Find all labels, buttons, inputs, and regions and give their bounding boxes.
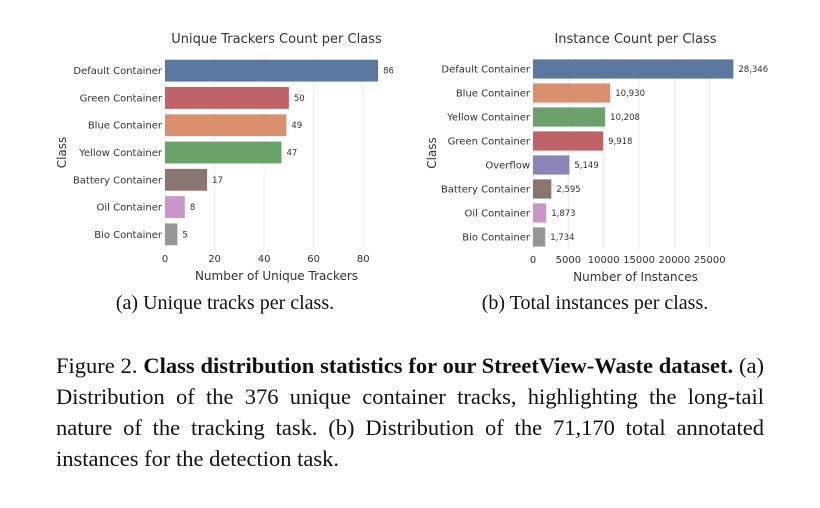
chart-a-bar-4 [165, 168, 208, 191]
chart-b-value-label-7: 1,734 [550, 233, 574, 243]
chart-a-ylabel: Class [55, 137, 69, 169]
chart-a-category-label-6: Bio Container [94, 230, 163, 241]
chart-a-value-label-2: 49 [291, 121, 302, 131]
chart-b-bar-6 [533, 203, 547, 223]
figure-caption: Figure 2. Class distribution statistics … [56, 350, 764, 474]
chart-b-category-label-4: Overflow [485, 161, 530, 172]
chart-a-value-label-3: 47 [286, 149, 297, 159]
chart-a-value-label-1: 50 [294, 94, 305, 104]
chart-a-xlabel: Number of Unique Trackers [195, 269, 358, 283]
chart-instance-count: Instance Count per Class Default Containe… [425, 32, 768, 284]
chart-a-xtick-label-1: 20 [208, 254, 221, 265]
chart-b-title: Instance Count per Class [554, 32, 716, 47]
chart-a-bar-2 [165, 114, 287, 137]
chart-b-value-label-2: 10,208 [610, 113, 640, 123]
chart-b-xtick-label-4: 20000 [658, 255, 690, 266]
chart-b-bar-2 [533, 107, 606, 127]
chart-a-category-label-2: Blue Container [88, 121, 163, 132]
chart-b-bar-1 [533, 83, 611, 103]
chart-a-bar-5 [165, 196, 185, 218]
chart-b-category-label-6: Oil Container [465, 209, 531, 220]
chart-a-category-label-1: Green Container [80, 93, 163, 104]
chart-a-category-label-3: Yellow Container [78, 148, 163, 159]
chart-b-category-label-3: Green Container [448, 137, 531, 148]
chart-b-xtick-label-5: 25000 [694, 255, 726, 266]
chart-b-bar-7 [533, 227, 546, 247]
chart-a-xtick-label-4: 80 [357, 254, 370, 265]
chart-b-value-label-5: 2,595 [556, 185, 580, 195]
chart-a-category-label-5: Oil Container [97, 203, 163, 214]
chart-b-bar-3 [533, 131, 604, 151]
chart-b-value-label-4: 5,149 [574, 161, 598, 171]
chart-b-category-label-5: Battery Container [441, 185, 531, 196]
chart-a-value-label-5: 8 [190, 203, 195, 213]
chart-a-value-label-6: 5 [182, 230, 187, 240]
chart-b-xlabel: Number of Instances [573, 270, 698, 284]
chart-b-xtick-label-1: 5000 [556, 255, 581, 266]
chart-b-value-label-1: 10,930 [615, 89, 645, 99]
figure-caption-bold: Class distribution statistics for our St… [143, 353, 734, 378]
chart-b-xtick-label-2: 10000 [588, 255, 620, 266]
chart-b-category-label-7: Bio Container [462, 233, 531, 244]
chart-b-category-label-2: Yellow Container [446, 113, 531, 124]
chart-b-value-label-3: 9,918 [608, 137, 632, 147]
chart-b-ylabel: Class [425, 137, 439, 169]
chart-a-category-label-0: Default Container [73, 66, 162, 77]
chart-b-xtick-label-3: 15000 [623, 255, 655, 266]
chart-a-xtick-label-2: 40 [258, 254, 271, 265]
chart-b-category-label-1: Blue Container [456, 89, 531, 100]
chart-b-value-label-0: 28,346 [738, 65, 768, 75]
chart-b-bar-5 [533, 179, 552, 199]
chart-a-bar-3 [165, 141, 282, 164]
chart-a-xtick-label-3: 60 [307, 254, 320, 265]
chart-a-bar-1 [165, 87, 289, 109]
figure-label: Figure 2. [56, 353, 138, 378]
chart-unique-trackers: Unique Trackers Count per Class Default C… [55, 32, 394, 283]
chart-b-bar-0 [533, 59, 734, 79]
chart-b-bar-4 [533, 155, 570, 175]
chart-a-title: Unique Trackers Count per Class [171, 32, 382, 47]
chart-b-value-label-6: 1,873 [551, 209, 575, 219]
chart-a-bar-6 [165, 223, 178, 246]
subcaption-b: (b) Total instances per class. [481, 292, 709, 314]
chart-a-xtick-label-0: 0 [162, 254, 168, 265]
chart-a-value-label-4: 17 [212, 176, 223, 186]
chart-a-category-label-4: Battery Container [73, 175, 163, 186]
subcaption-a: (a) Unique tracks per class. [115, 292, 335, 314]
chart-b-xtick-label-0: 0 [530, 255, 536, 266]
chart-a-value-label-0: 86 [383, 67, 394, 77]
chart-a-bar-0 [165, 59, 379, 82]
figure-caption-text: (a) Distribution of the 376 unique conta… [56, 353, 765, 471]
chart-b-category-label-0: Default Container [441, 65, 530, 76]
